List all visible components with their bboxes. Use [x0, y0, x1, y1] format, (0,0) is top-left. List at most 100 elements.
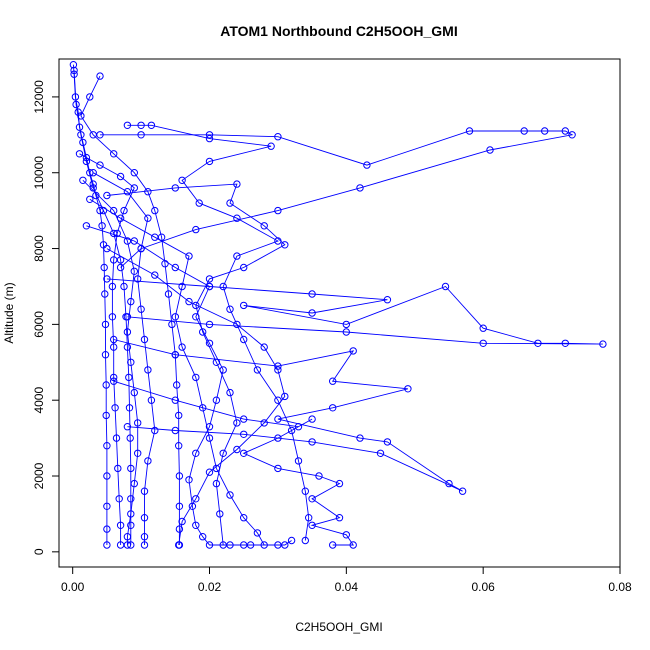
data-point — [205, 339, 214, 347]
data-point — [329, 541, 337, 549]
data-point — [102, 411, 110, 420]
data-point — [233, 180, 241, 188]
data-point — [205, 468, 214, 476]
data-point — [123, 237, 132, 245]
data-point — [110, 373, 118, 382]
data-point — [86, 93, 94, 101]
data-point — [199, 533, 207, 541]
series-line — [86, 225, 244, 546]
data-point — [240, 335, 248, 344]
data-point — [294, 423, 303, 431]
data-point — [541, 127, 549, 135]
x-tick-label: 0.00 — [61, 580, 85, 594]
y-tick-label: 0 — [32, 548, 46, 555]
data-point — [294, 457, 303, 465]
data-point — [192, 313, 200, 321]
data-point — [205, 434, 214, 442]
data-point — [127, 358, 135, 366]
series-10 — [89, 169, 159, 549]
data-point — [134, 275, 142, 283]
data-point — [115, 495, 123, 503]
y-tick-label: 12000 — [32, 80, 46, 114]
data-point — [130, 479, 139, 488]
data-point — [458, 487, 467, 495]
data-point — [226, 388, 234, 397]
data-point — [212, 464, 221, 473]
data-point — [233, 419, 241, 427]
data-point — [125, 373, 133, 382]
data-point — [329, 404, 337, 412]
data-point — [335, 514, 344, 522]
series-11 — [79, 176, 142, 549]
data-point — [171, 263, 180, 272]
data-point — [116, 256, 125, 264]
data-point — [260, 419, 268, 427]
data-point — [113, 229, 121, 238]
data-point — [116, 521, 125, 529]
data-point — [130, 388, 139, 397]
data-point — [240, 514, 248, 522]
data-point — [103, 275, 111, 283]
data-point — [171, 184, 180, 192]
data-point — [219, 366, 227, 374]
data-point — [199, 404, 207, 412]
data-point — [79, 176, 87, 185]
data-point — [205, 157, 214, 166]
data-point — [205, 131, 214, 139]
data-point — [233, 445, 241, 454]
data-point — [253, 366, 262, 374]
y-tick-label: 2000 — [32, 462, 46, 489]
data-point — [219, 282, 227, 291]
data-point — [192, 449, 200, 457]
data-point — [178, 282, 186, 291]
series-line — [106, 183, 286, 546]
data-point — [308, 309, 316, 317]
chart-title: ATOM1 Northbound C2H5OOH_GMI — [220, 23, 457, 39]
data-point — [147, 121, 156, 130]
data-point — [301, 487, 309, 495]
data-point — [329, 377, 337, 385]
data-point — [267, 142, 275, 150]
data-point — [199, 328, 207, 336]
data-point — [185, 476, 193, 484]
data-point — [103, 502, 111, 510]
x-axis-label: C2H5OOH_GMI — [295, 620, 382, 634]
data-point — [82, 222, 91, 230]
data-point — [171, 351, 180, 359]
series-line — [82, 179, 139, 545]
data-point — [120, 206, 128, 215]
data-point — [103, 191, 111, 200]
data-point — [171, 396, 180, 404]
data-point — [281, 241, 289, 249]
data-point — [441, 282, 450, 291]
data-point — [140, 487, 149, 495]
data-point — [127, 521, 135, 529]
series-layer — [69, 60, 607, 549]
series-line — [92, 172, 156, 545]
data-point — [342, 320, 350, 329]
x-tick-label: 0.08 — [608, 580, 632, 594]
data-point — [144, 457, 152, 465]
data-point — [151, 426, 159, 435]
data-point — [96, 161, 104, 169]
data-point — [274, 133, 282, 141]
data-point — [127, 464, 135, 473]
data-point — [233, 214, 241, 222]
data-point — [82, 157, 91, 166]
data-point — [308, 521, 316, 529]
data-point — [308, 290, 316, 298]
data-point — [376, 449, 385, 457]
data-point — [96, 131, 104, 139]
data-point — [195, 199, 203, 207]
data-point — [130, 184, 139, 192]
data-point — [561, 127, 569, 135]
data-point — [240, 415, 248, 423]
series-7 — [110, 335, 467, 495]
data-point — [281, 392, 289, 401]
data-point — [363, 161, 371, 169]
series-line — [127, 124, 310, 541]
data-point — [103, 472, 111, 480]
data-point — [171, 313, 180, 321]
series-line — [73, 70, 132, 545]
